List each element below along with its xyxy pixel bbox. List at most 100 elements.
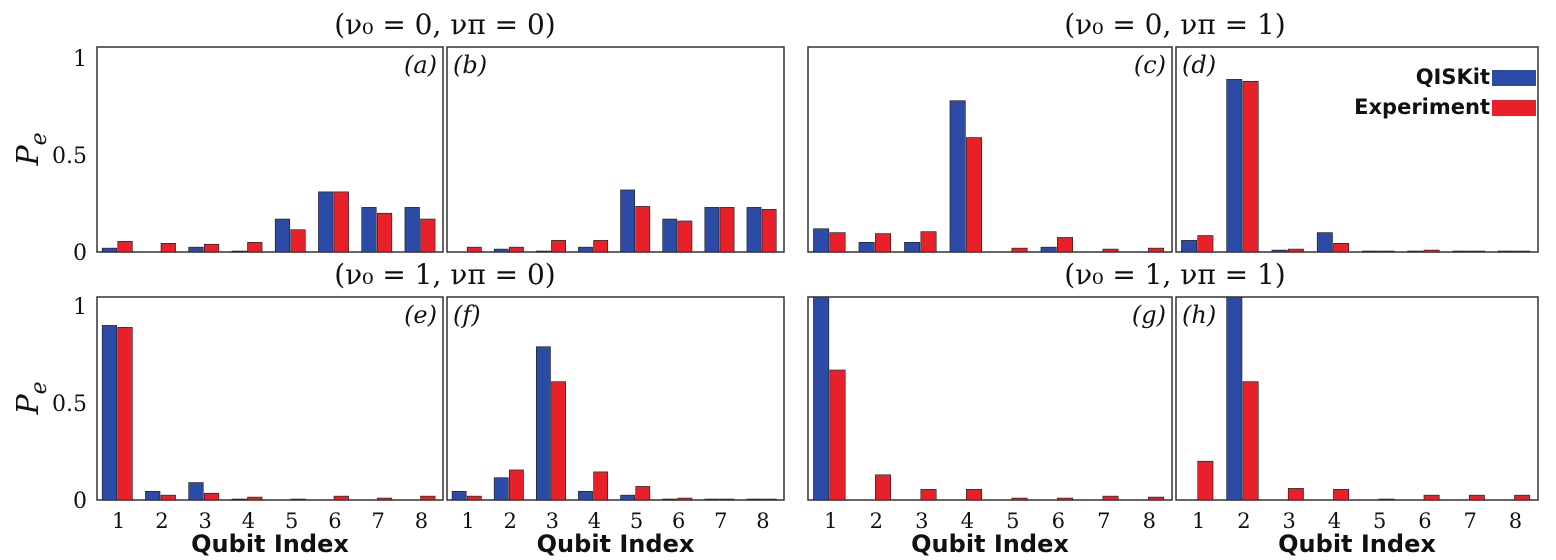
experiment-bar-1 [829,232,846,253]
experiment-bar-5 [290,229,306,253]
qiskit-bar-5 [620,189,636,253]
panel-b: (b) [446,46,785,253]
experiment-bar-4 [593,471,609,501]
experiment-bar-2 [875,474,892,501]
experiment-bar-5 [635,486,651,501]
experiment-bar-2 [160,242,176,253]
qiskit-bar-4 [578,490,593,501]
experiment-bar-6 [677,497,693,501]
experiment-bar-4 [966,489,983,501]
experiment-bar-5 [1011,497,1028,501]
xtick-label: 4 [242,509,255,533]
group-title: (ν₀ = 0, νπ = 1) [1064,8,1285,41]
experiment-bar-2 [509,469,524,501]
qiskit-bar-4 [1316,232,1333,253]
qiskit-bar-6 [662,218,678,253]
experiment-bar-1 [466,246,482,253]
qiskit-bar-3 [188,482,204,501]
xtick-label: 5 [285,509,298,533]
experiment-bar-4 [593,240,609,253]
xtick-label: 8 [1509,509,1522,533]
experiment-bar-1 [1197,460,1214,501]
panel-frame [446,46,785,253]
group-title: (ν₀ = 0, νπ = 0) [334,8,555,41]
xtick-label: 2 [870,509,883,533]
ytick-label: 0.5 [52,392,87,417]
qiskit-bar-2 [493,248,509,253]
experiment-bar-3 [1287,248,1304,253]
experiment-bar-5 [1378,250,1395,253]
experiment-bar-1 [1197,235,1214,253]
panel-label: (g) [1132,301,1166,329]
experiment-bar-8 [1148,247,1165,253]
xtick-label: 7 [714,509,727,533]
experiment-bar-6 [677,220,693,253]
panel-frame [96,46,444,253]
experiment-bar-5 [1011,247,1028,253]
experiment-bar-3 [551,381,566,501]
xtick-label: 5 [1006,509,1019,533]
panel-frame [96,296,444,501]
panel-e: (e) 1 2 3 4 5 6 7 8 Qubit Index 0 0.5 1 Pe [11,295,444,558]
panel-label: (d) [1182,51,1216,79]
experiment-bar-8 [761,498,777,501]
xtick-label: 7 [371,509,384,533]
xtick-label: 5 [1373,509,1386,533]
xtick-label: 1 [461,509,474,533]
experiment-bar-5 [635,206,651,253]
ytick-label: 1 [73,47,87,72]
experiment-bar-2 [160,494,176,501]
panels-layer: (a) 0 0.5 1 Pe (b) (c) (d) (e) 1 2 3 4 5 6 7 8 Qubit Inde… [11,46,1539,558]
experiment-bar-8 [1514,494,1531,501]
xtick-label: 2 [504,509,517,533]
panel-g: (g) 1 2 3 4 5 6 7 8 Qubit Index [807,296,1173,558]
panel-label: (a) [404,51,437,79]
panel-frame [807,296,1173,501]
legend-label-qiskit: QISKit [1416,65,1490,89]
xtick-label: 4 [961,509,974,533]
experiment-bar-1 [466,495,482,501]
ytick-label: 1 [73,295,87,320]
qiskit-bar-7 [704,498,720,501]
qiskit-bar-8 [1497,250,1514,253]
xtick-label: 2 [155,509,168,533]
qiskit-bar-3 [535,346,551,501]
qiskit-bar-1 [813,296,830,501]
experiment-bar-7 [719,207,735,253]
qiskit-bar-3 [904,242,921,253]
panel-label: (b) [453,51,487,79]
qiskit-bar-2 [145,490,161,501]
experiment-bar-6 [1423,249,1440,253]
experiment-bar-1 [829,369,846,501]
experiment-bar-3 [920,231,937,253]
xtick-label: 4 [1328,509,1341,533]
experiment-bar-6 [1057,497,1074,501]
experiment-bar-7 [1102,495,1119,501]
experiment-bar-7 [376,497,393,501]
experiment-bar-1 [117,241,133,253]
panel-a: (a) 0 0.5 1 Pe [11,46,444,266]
experiment-bar-7 [1468,250,1485,253]
experiment-bar-3 [203,492,220,501]
experiment-bar-4 [247,242,263,253]
ytick-label: 0 [73,489,87,514]
qiskit-bar-1 [101,247,118,253]
qiskit-bar-4 [231,498,247,501]
experiment-bar-7 [719,498,735,501]
x-axis-label: Qubit Index [1278,530,1436,558]
experiment-bar-7 [376,212,393,253]
qiskit-bar-4 [578,246,593,253]
experiment-bar-7 [1468,494,1485,501]
xtick-label: 7 [1097,509,1110,533]
experiment-bar-2 [875,233,892,253]
experiment-bar-8 [1514,250,1531,253]
qiskit-bar-2 [1226,296,1243,501]
experiment-bar-6 [1057,237,1074,253]
qiskit-bar-2 [858,242,875,253]
experiment-bar-3 [920,489,937,501]
experiment-bar-4 [966,137,983,253]
qiskit-bar-1 [813,228,830,253]
xtick-label: 1 [1192,509,1205,533]
xtick-label: 5 [630,509,643,533]
